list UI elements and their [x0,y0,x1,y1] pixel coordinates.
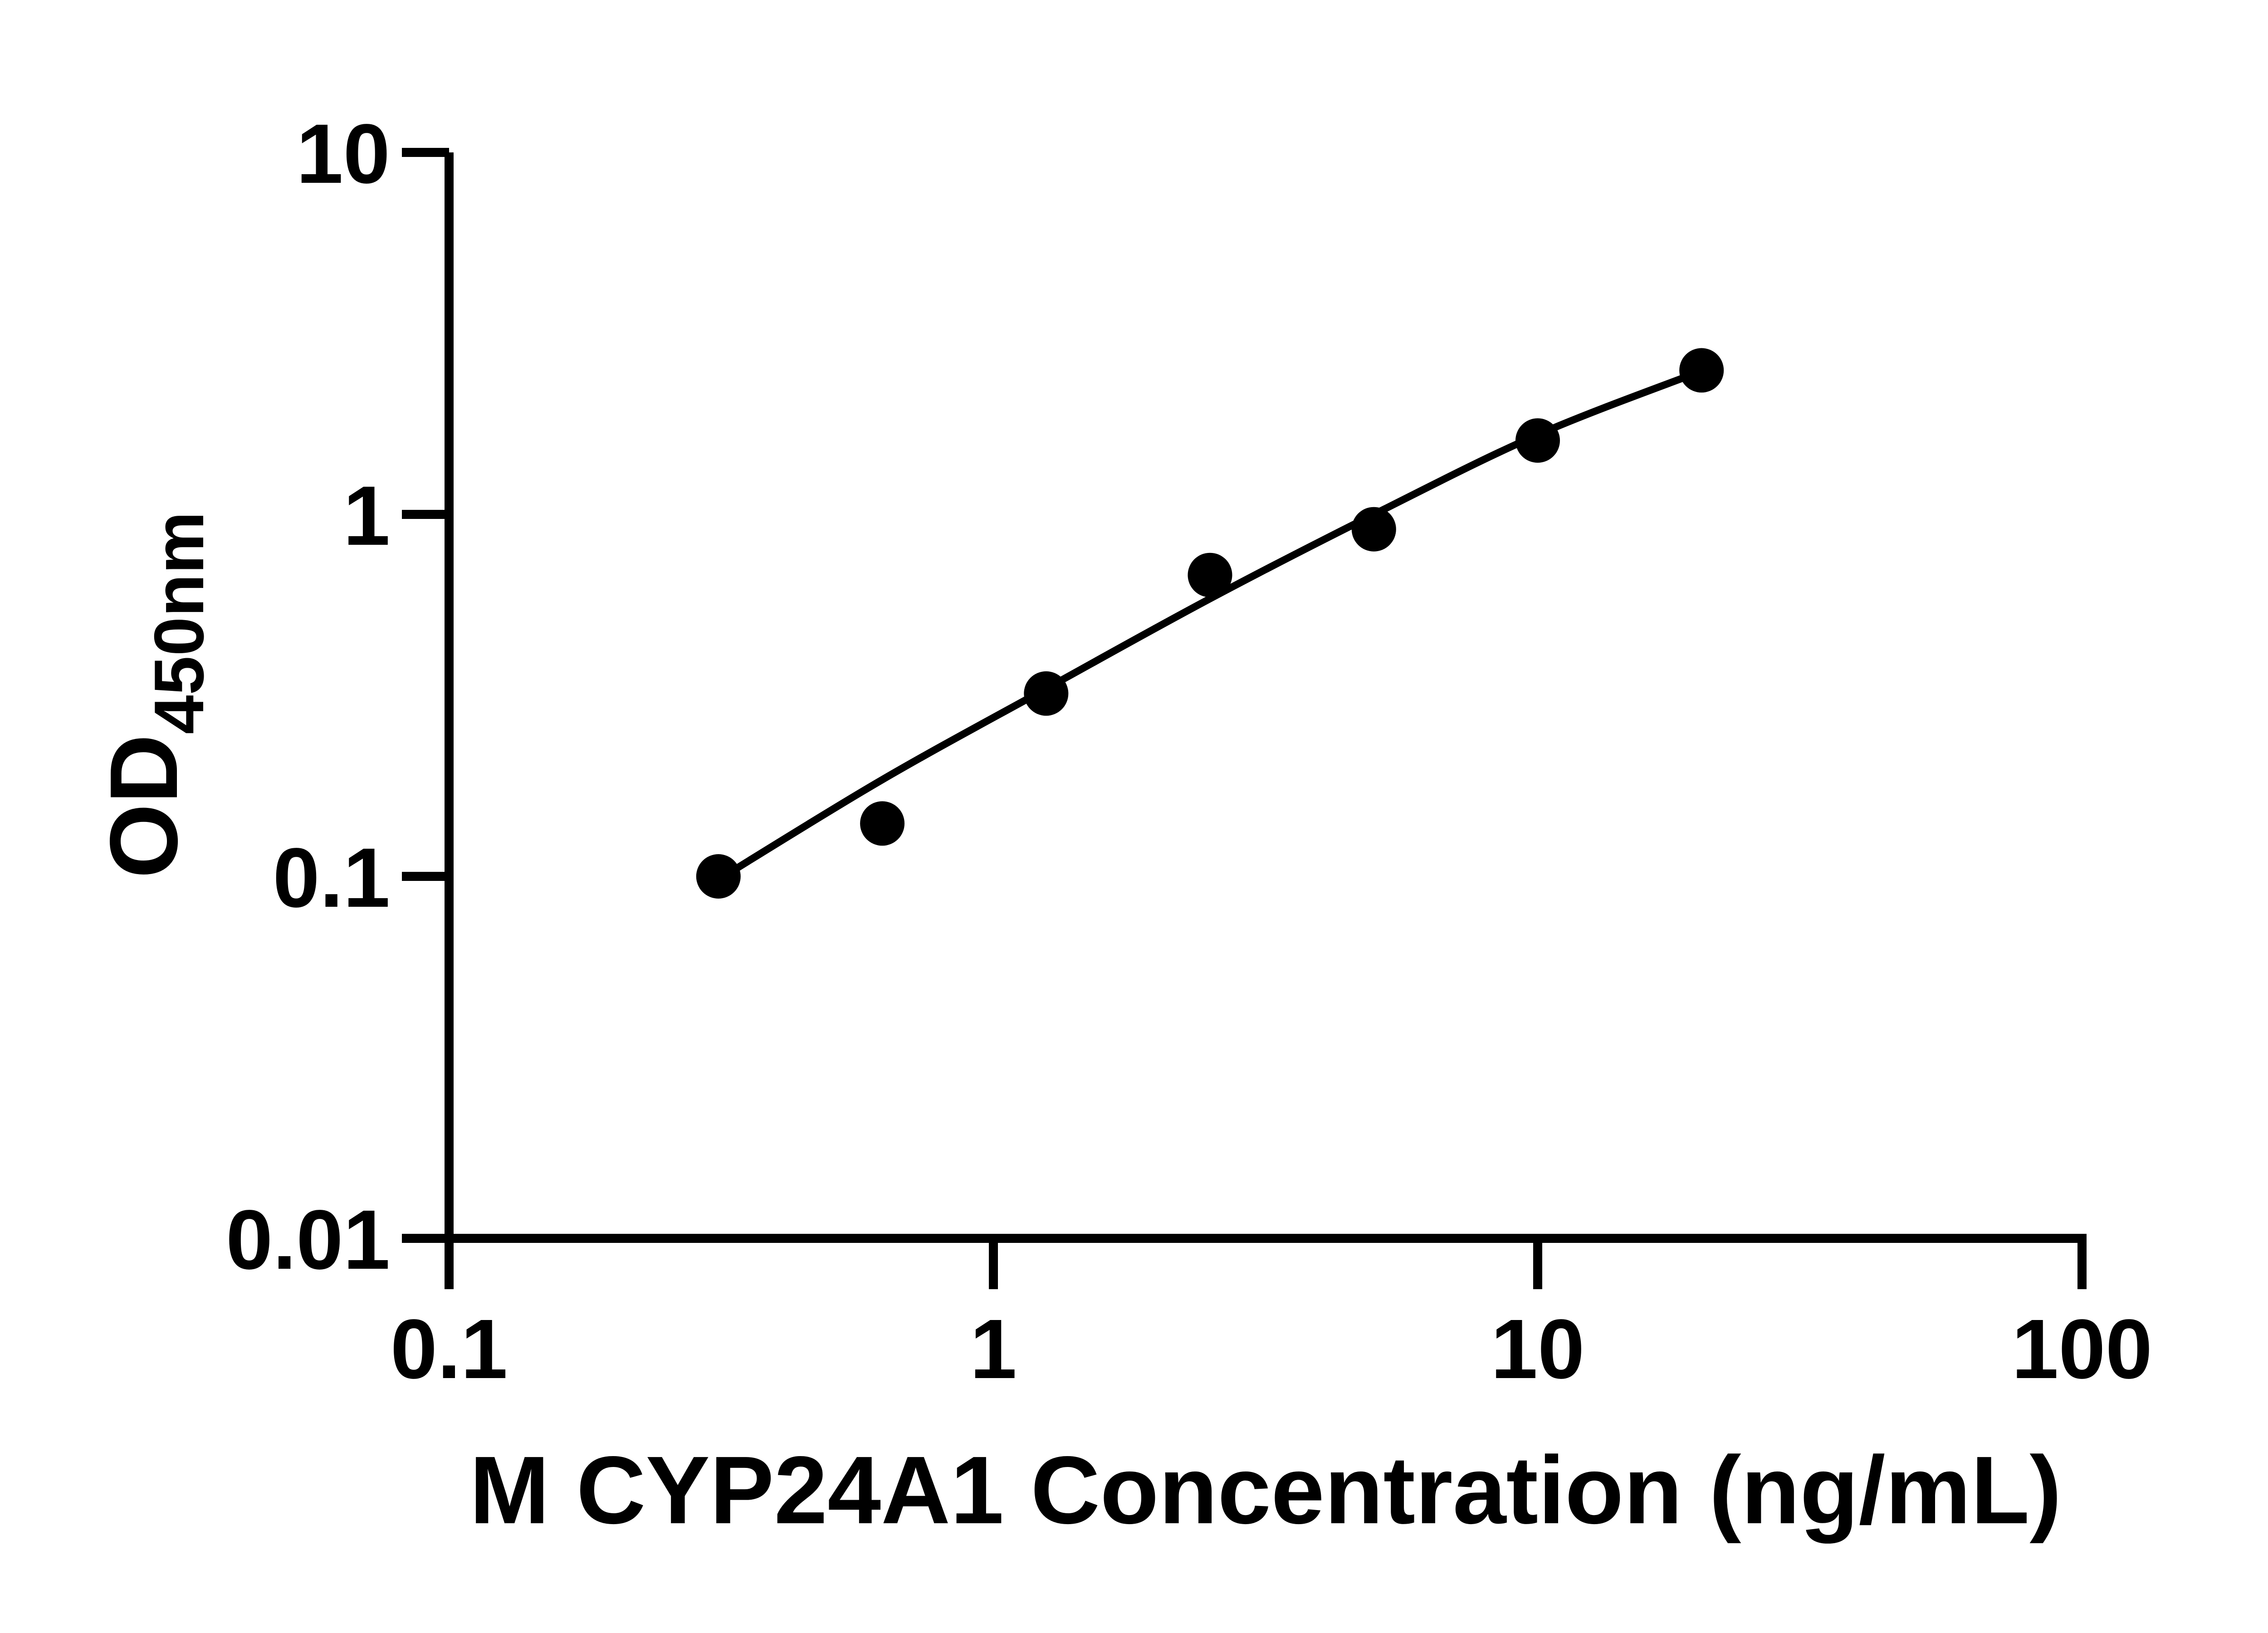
y-tick-label-1: 1 [343,469,390,563]
y-axis-title-main: OD [90,734,197,879]
y-tick-label-0.1: 0.1 [273,831,390,925]
data-point-marker [696,854,741,899]
data-point-marker [1515,418,1560,463]
x-tick-label-0.1: 0.1 [391,1302,508,1396]
axes [402,148,2087,1289]
y-axis-title-subscript: 450nm [140,511,218,734]
data-point-marker [1024,671,1069,716]
x-axis-title: M CYP24A1 Concentration (ng/mL) [469,1436,2062,1544]
x-tick-label-1: 1 [970,1302,1017,1396]
data-point-marker [1351,507,1396,552]
y-axis-title: OD450nm [90,511,218,878]
y-tick-label-0.01: 0.01 [226,1193,390,1287]
data-point-marker [1188,552,1232,597]
y-axis-ticks [402,148,449,1243]
x-tick-label-100: 100 [2012,1302,2152,1396]
data-points [696,348,1724,899]
data-point-marker [1679,348,1724,393]
data-point-marker [860,801,905,846]
y-tick-label-10: 10 [296,107,390,201]
x-axis-ticks [445,1238,2087,1289]
x-tick-label-10: 10 [1491,1302,1585,1396]
